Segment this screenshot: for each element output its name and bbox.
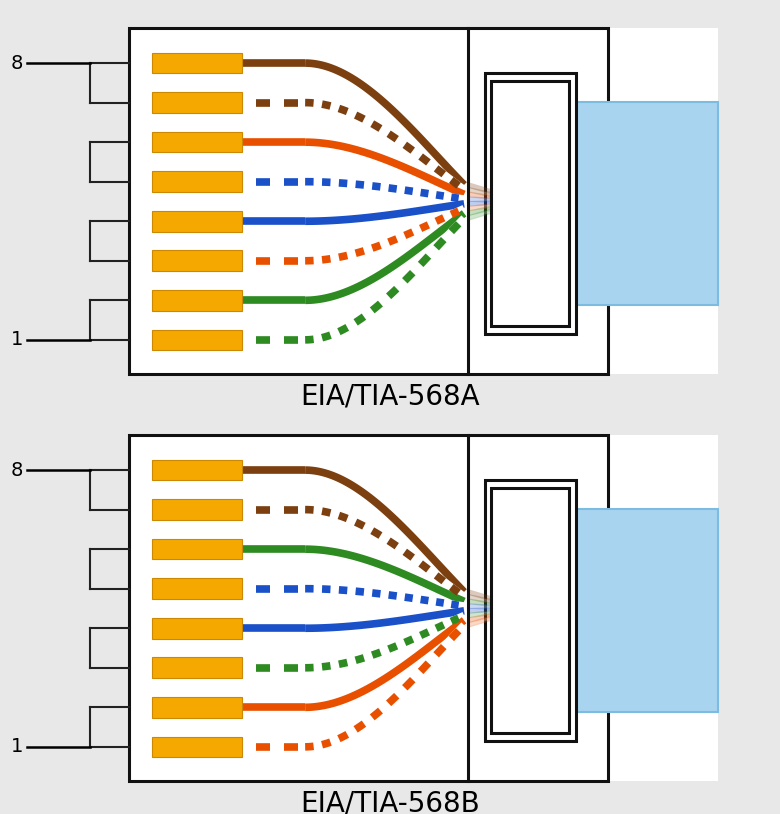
Bar bbox=[152, 658, 242, 678]
Text: 1: 1 bbox=[11, 330, 23, 349]
Bar bbox=[152, 697, 242, 718]
Text: 8: 8 bbox=[11, 54, 23, 72]
Bar bbox=[152, 460, 242, 480]
Bar bbox=[152, 172, 242, 192]
Bar bbox=[569, 509, 718, 712]
Bar bbox=[152, 737, 242, 757]
Bar bbox=[152, 211, 242, 231]
Bar bbox=[152, 579, 242, 599]
Bar bbox=[152, 251, 242, 271]
Bar bbox=[491, 488, 569, 733]
Bar bbox=[569, 102, 718, 305]
Bar bbox=[152, 330, 242, 350]
Text: EIA/TIA-568A: EIA/TIA-568A bbox=[300, 383, 480, 411]
Bar bbox=[152, 53, 242, 73]
Bar bbox=[485, 73, 576, 334]
Bar bbox=[468, 435, 718, 781]
Bar bbox=[468, 28, 718, 374]
Bar bbox=[491, 81, 569, 326]
Bar bbox=[152, 539, 242, 559]
Bar bbox=[129, 28, 608, 374]
Bar bbox=[129, 435, 608, 781]
Bar bbox=[152, 290, 242, 311]
Bar bbox=[152, 618, 242, 638]
Bar bbox=[152, 92, 242, 113]
Bar bbox=[152, 132, 242, 152]
Bar bbox=[152, 499, 242, 520]
Text: EIA/TIA-568B: EIA/TIA-568B bbox=[300, 790, 480, 814]
Text: 1: 1 bbox=[11, 737, 23, 756]
Text: 8: 8 bbox=[11, 461, 23, 479]
Bar bbox=[485, 480, 576, 741]
